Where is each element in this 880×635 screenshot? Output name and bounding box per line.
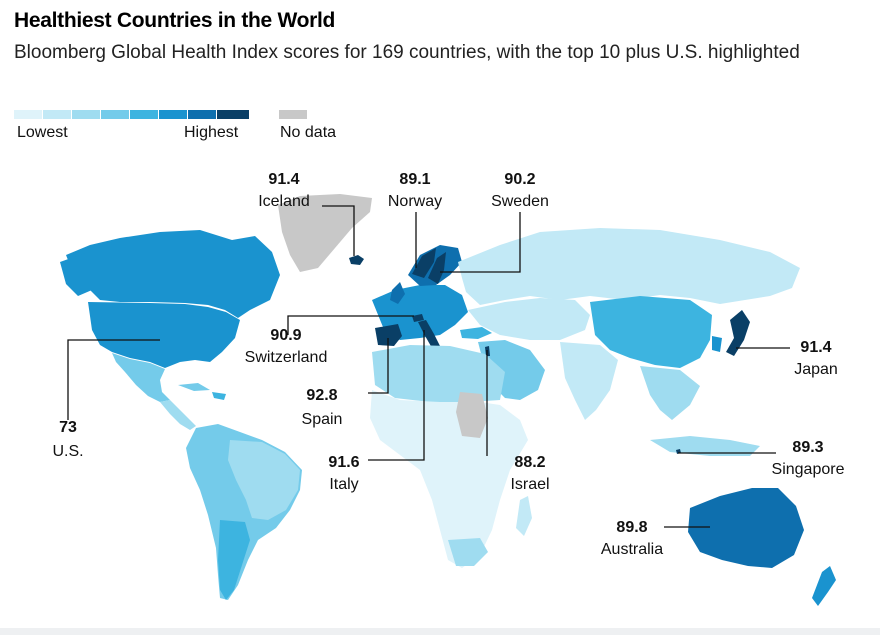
sweden-score: 90.2	[504, 171, 535, 188]
north-africa-shape	[372, 345, 505, 402]
spain-score: 92.8	[306, 387, 337, 404]
india-shape	[560, 342, 618, 420]
spain-name: Spain	[302, 411, 343, 428]
japan-score: 91.4	[800, 339, 831, 356]
brazil-shape	[228, 440, 300, 520]
alaska-shape	[60, 252, 96, 296]
legend-swatch-nodata	[279, 110, 307, 119]
russia-shape	[458, 228, 800, 305]
us-score: 73	[59, 419, 77, 436]
italy-shape	[418, 320, 440, 348]
japan-shape	[726, 310, 750, 356]
uk-shape	[390, 282, 405, 304]
legend-swatch-5	[130, 110, 158, 119]
legend-nodata-label: No data	[280, 124, 337, 141]
spain-leader	[368, 338, 389, 394]
israel-score: 88.2	[514, 454, 545, 471]
singapore-name: Singapore	[772, 461, 845, 478]
sub-saharan-africa-shape	[370, 390, 528, 568]
australia-score: 89.8	[616, 519, 647, 536]
italy-name: Italy	[329, 476, 358, 493]
madagascar-shape	[516, 496, 532, 536]
china-shape	[590, 296, 712, 368]
south-africa-shape	[448, 538, 488, 566]
legend-swatch-8	[217, 110, 249, 119]
switzerland-score: 90.9	[270, 327, 301, 344]
sweden-leader	[440, 212, 521, 273]
korea-shape	[712, 336, 722, 352]
sudan-shape	[456, 392, 488, 438]
canada-shape	[66, 230, 280, 318]
iceland-leader	[322, 205, 355, 256]
legend-swatch-6	[159, 110, 187, 119]
chile-argentina-shape	[218, 520, 250, 600]
legend-swatch-2	[43, 110, 71, 119]
spain-shape	[375, 324, 402, 346]
israel-name: Israel	[510, 476, 549, 493]
southeast-asia-shape	[640, 366, 700, 420]
italy-score: 91.6	[328, 454, 359, 471]
central-asia-shape	[468, 298, 590, 340]
switzerland-shape	[412, 314, 424, 322]
legend-low-label: Lowest	[17, 124, 68, 141]
sweden-name: Sweden	[491, 193, 549, 210]
turkey-shape	[460, 327, 492, 339]
mexico-shape	[112, 353, 170, 402]
usa-shape	[88, 302, 240, 368]
new-zealand-shape	[812, 566, 836, 606]
norway-shape	[412, 248, 436, 278]
us-name: U.S.	[52, 443, 83, 460]
iceland-shape	[349, 255, 364, 265]
central-america-shape	[160, 400, 196, 430]
greenland-shape	[278, 194, 372, 272]
chart-subtitle: Bloomberg Global Health Index scores for…	[14, 42, 800, 63]
caribbean-shape	[212, 392, 226, 400]
legend-swatch-1	[14, 110, 42, 119]
legend-swatch-4	[101, 110, 129, 119]
legend-high-label: Highest	[184, 124, 239, 141]
color-legend: Lowest Highest No data	[14, 110, 394, 150]
bottom-bar	[0, 628, 880, 635]
japan-name: Japan	[794, 361, 838, 378]
australia-shape	[688, 488, 804, 568]
norway-score: 89.1	[399, 171, 430, 188]
switzerland-name: Switzerland	[245, 349, 328, 366]
iceland-name: Iceland	[258, 193, 310, 210]
iceland-score: 91.4	[268, 171, 299, 188]
chart-title: Healthiest Countries in the World	[14, 9, 336, 32]
legend-swatch-3	[72, 110, 100, 119]
italy-leader	[368, 330, 425, 461]
legend-swatch-7	[188, 110, 216, 119]
cuba-shape	[178, 383, 210, 391]
switzerland-leader	[287, 315, 414, 335]
us-leader	[67, 339, 160, 420]
australia-name: Australia	[601, 541, 663, 558]
sweden-shape	[428, 252, 446, 284]
norway-name: Norway	[388, 193, 442, 210]
singapore-score: 89.3	[792, 439, 823, 456]
